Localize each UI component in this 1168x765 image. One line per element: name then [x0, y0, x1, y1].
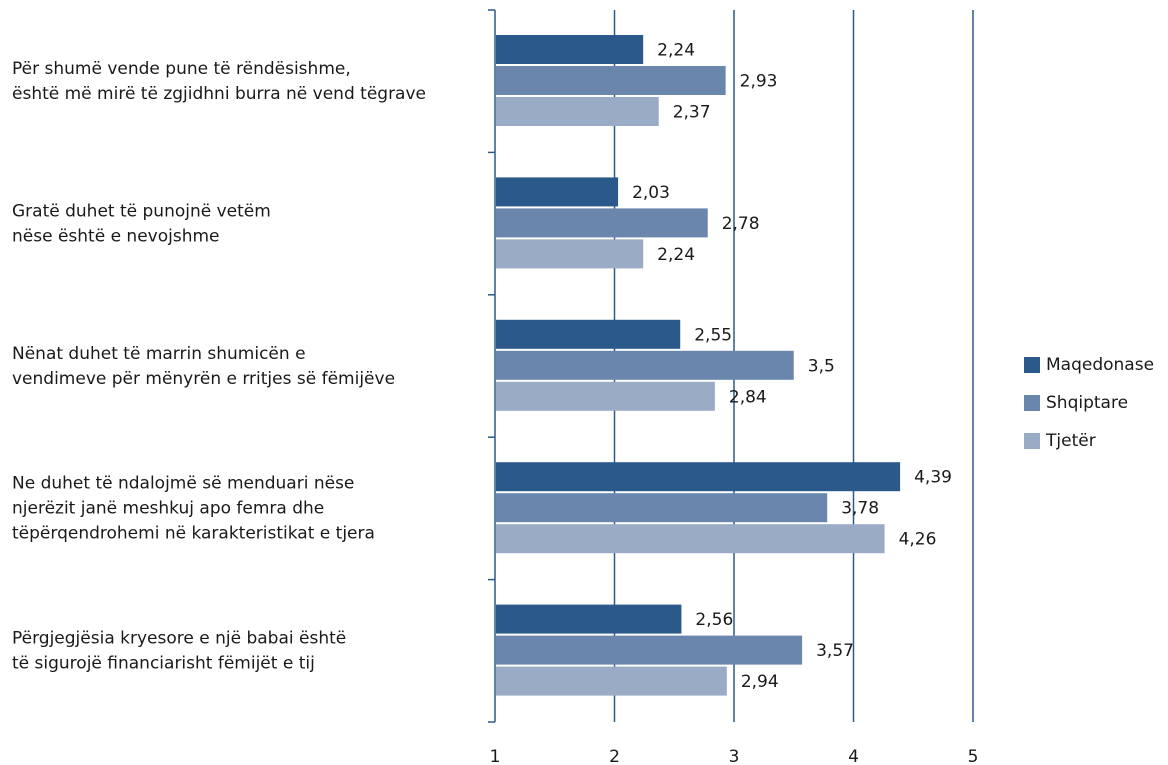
bar-shqiptare — [496, 350, 794, 380]
legend-label-maqedonase: Maqedonase — [1046, 355, 1155, 375]
legend-item-tjeter: Tjetër — [1024, 422, 1154, 460]
data-label: 2,93 — [740, 72, 778, 92]
data-label: 3,78 — [841, 499, 879, 519]
category-label: vendimeve për mënyrën e rritjes së fëmij… — [12, 369, 395, 389]
bar-maqedonase — [496, 35, 644, 64]
data-label: 4,26 — [899, 530, 937, 550]
data-label: 2,24 — [657, 245, 695, 265]
category-label: Gratë duhet të punojnë vetëm — [12, 201, 271, 221]
bar-tjetër — [496, 97, 659, 126]
data-label: 2,37 — [673, 103, 711, 123]
bar-tjetër — [496, 381, 715, 411]
bar-maqedonase — [496, 604, 682, 634]
data-label: 2,78 — [722, 214, 760, 234]
bar-maqedonase — [496, 319, 681, 349]
x-tick-label: 2 — [609, 747, 620, 765]
data-label: 3,5 — [808, 356, 835, 376]
category-label: Nënat duhet të marrin shumicën e — [12, 344, 306, 364]
bar-shqiptare — [496, 208, 708, 238]
category-label: tëpërqendrohemi në karakteristikat e tje… — [12, 524, 375, 544]
bar-maqedonase — [496, 462, 901, 492]
bar-shqiptare — [496, 66, 726, 95]
legend-swatch-maqedonase — [1024, 357, 1040, 373]
bar-shqiptare — [496, 635, 803, 665]
bar-tjetër — [496, 239, 644, 269]
bar-shqiptare — [496, 493, 828, 523]
legend-swatch-shqiptare — [1024, 395, 1040, 411]
bar-maqedonase — [496, 177, 619, 207]
bar-tjetër — [496, 666, 727, 696]
bar-tjetër — [496, 524, 885, 554]
legend-item-shqiptare: Shqiptare — [1024, 384, 1154, 422]
x-tick-label: 5 — [968, 747, 979, 765]
category-label: Ne duhet të ndalojmë së menduari nëse — [12, 474, 354, 494]
x-tick-label: 3 — [729, 747, 740, 765]
legend-item-maqedonase: Maqedonase — [1024, 346, 1154, 384]
category-label: është më mirë të zgjidhni burra në vend … — [12, 84, 426, 104]
data-label: 2,84 — [729, 387, 767, 407]
category-label: të sigurojë financiarisht fëmijët e tij — [12, 654, 315, 674]
data-label: 2,55 — [694, 325, 732, 345]
category-label: Përgjegjësia kryesore e një babai është — [12, 629, 346, 649]
data-label: 2,56 — [695, 610, 733, 630]
legend-label-tjeter: Tjetër — [1046, 431, 1096, 451]
legend-swatch-tjeter — [1024, 433, 1040, 449]
data-label: 4,39 — [914, 468, 952, 488]
category-label: njerëzit janë meshkuj apo femra dhe — [12, 499, 324, 519]
data-label: 2,94 — [741, 672, 779, 692]
data-label: 2,24 — [657, 41, 695, 61]
x-tick-label: 1 — [490, 747, 501, 765]
category-label: Për shumë vende pune të rëndësishme, — [12, 59, 351, 79]
x-tick-label: 4 — [848, 747, 859, 765]
legend-label-shqiptare: Shqiptare — [1046, 393, 1129, 413]
data-label: 3,57 — [816, 641, 854, 661]
legend: Maqedonase Shqiptare Tjetër — [1024, 346, 1154, 460]
category-label: nëse është e nevojshme — [12, 226, 220, 246]
data-label: 2,03 — [632, 183, 670, 203]
